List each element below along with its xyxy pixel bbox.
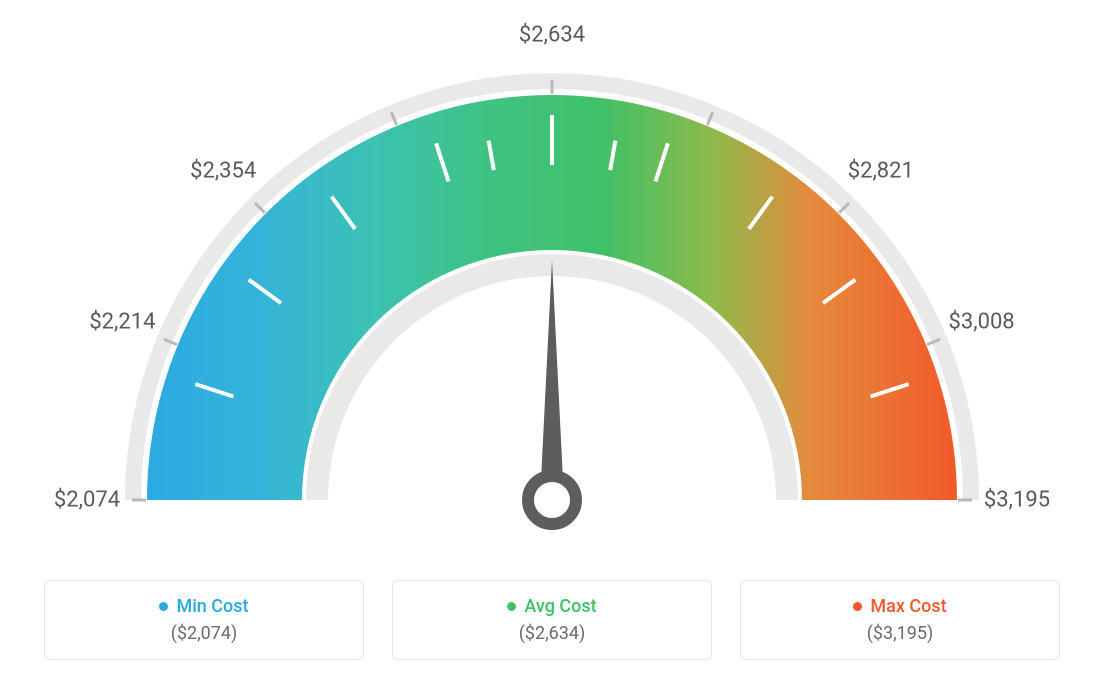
avg-cost-dot-icon: [507, 602, 516, 611]
max-cost-card: Max Cost ($3,195): [740, 580, 1060, 660]
gauge-tick-label: $2,821: [848, 159, 914, 184]
max-cost-value: ($3,195): [867, 623, 934, 644]
gauge-tick-label: $2,074: [54, 488, 120, 513]
gauge-tick-label: $2,214: [89, 310, 155, 335]
chart-container: $2,074 $2,214 $2,354 $2,634 $2,821 $3,008 $3,1…: [0, 0, 1104, 690]
min-cost-card: Min Cost ($2,074): [44, 580, 364, 660]
min-cost-value: ($2,074): [171, 623, 238, 644]
max-cost-dot-icon: [853, 602, 862, 611]
stat-cards: Min Cost ($2,074) Avg Cost ($2,634) Max …: [0, 580, 1104, 660]
min-cost-title: Min Cost: [176, 596, 248, 617]
max-cost-title-row: Max Cost: [853, 596, 946, 617]
gauge-tick-label: $3,195: [984, 488, 1050, 513]
min-cost-title-row: Min Cost: [159, 596, 248, 617]
avg-cost-card: Avg Cost ($2,634): [392, 580, 712, 660]
max-cost-title: Max Cost: [870, 596, 946, 617]
avg-cost-value: ($2,634): [519, 623, 586, 644]
min-cost-dot-icon: [159, 602, 168, 611]
avg-cost-title-row: Avg Cost: [507, 596, 596, 617]
gauge-tick-label: $2,354: [190, 159, 256, 184]
avg-cost-title: Avg Cost: [524, 596, 596, 617]
gauge-area: $2,074 $2,214 $2,354 $2,634 $2,821 $3,008 $3,1…: [0, 0, 1104, 560]
gauge-tick-label: $3,008: [949, 310, 1015, 335]
gauge-svg: [0, 0, 1104, 560]
gauge-tick-label: $2,634: [519, 23, 585, 48]
